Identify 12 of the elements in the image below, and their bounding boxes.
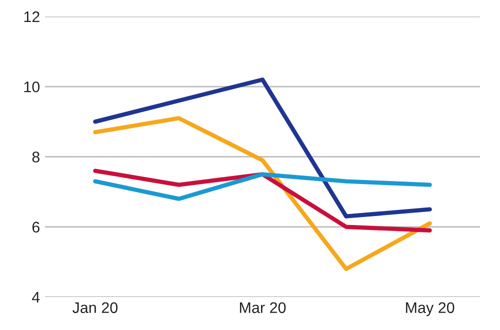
x-tick-label: Mar 20 — [240, 302, 286, 314]
line-series — [93, 168, 432, 232]
x-tick-label: Jan 20 — [72, 302, 118, 314]
y-tick-label: 10 — [24, 81, 40, 92]
y-tick-label: 12 — [24, 11, 40, 22]
y-tick-label: 6 — [32, 222, 40, 233]
y-tick-label: 4 — [32, 292, 40, 303]
y-tick-label: 8 — [32, 152, 40, 162]
line-series — [93, 78, 432, 218]
line-series — [93, 172, 432, 201]
line-series — [93, 116, 432, 272]
x-tick-label: May 20 — [406, 302, 454, 316]
